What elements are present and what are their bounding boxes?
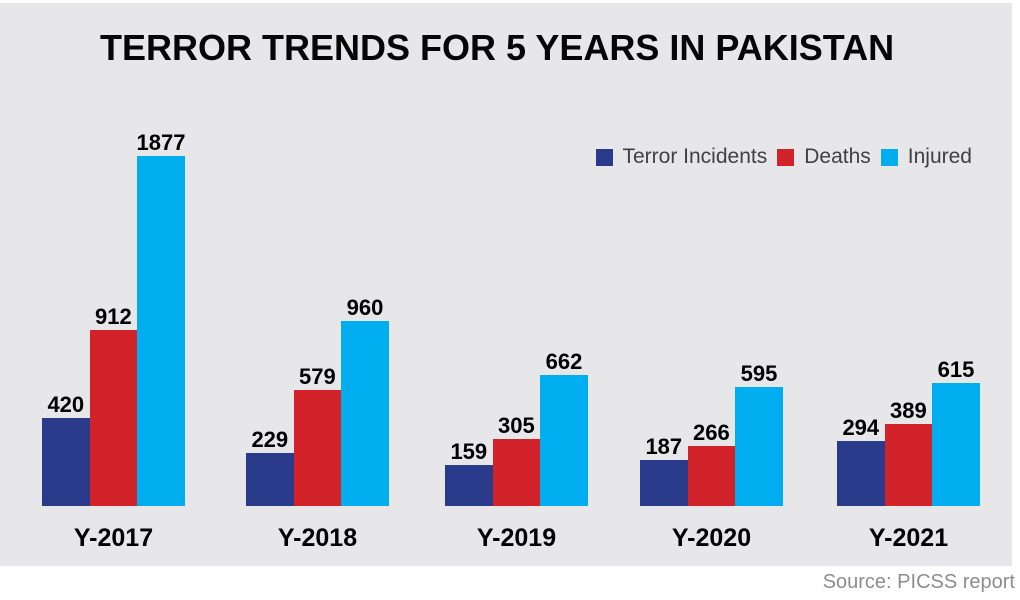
bar-terror-incidents: 420: [42, 392, 90, 506]
bar-deaths: 912: [89, 304, 138, 506]
bar-value-label: 960: [346, 295, 384, 320]
plot-area: 420 912 1877 Y-2017 229 579 960 Y-2018 159 305 662…: [0, 3, 1012, 566]
bar-terror-incidents: 187: [640, 434, 688, 506]
bar-value-label: 305: [498, 413, 535, 438]
bar-group-y-2021: 294 389 615: [837, 357, 980, 506]
bar-value-label: 294: [842, 415, 880, 440]
bar-deaths: 266: [687, 420, 736, 506]
bar-value-label: 912: [95, 304, 132, 329]
bar-value-label: 266: [693, 420, 730, 445]
chart-panel: TERROR TRENDS FOR 5 YEARS IN PAKISTAN Te…: [0, 3, 1012, 566]
bar-value-label: 1877: [136, 130, 186, 155]
legend-item-injured: Injured: [880, 145, 972, 169]
bar-value-label: 159: [450, 439, 488, 464]
legend-item-deaths: Deaths: [777, 145, 871, 169]
legend-label-injured: Injured: [907, 145, 972, 168]
bar-deaths: 389: [884, 398, 933, 506]
legend-swatch-injured: [880, 148, 898, 166]
bar-injured: 662: [540, 349, 588, 506]
bar-terror-incidents: 159: [445, 439, 493, 506]
bar-group-y-2020: 187 266 595: [640, 361, 783, 506]
legend-label-deaths: Deaths: [804, 145, 871, 168]
category-label-y-2021: Y-2021: [868, 524, 949, 552]
legend-label-terror-incidents: Terror Incidents: [622, 145, 768, 168]
bar-group-y-2019: 159 305 662: [445, 349, 588, 506]
legend-swatch-terror-incidents: [595, 148, 613, 166]
bar-injured: 615: [932, 357, 980, 506]
bar-terror-incidents: 229: [246, 427, 294, 506]
bar-group-y-2018: 229 579 960: [246, 295, 389, 506]
bar-value-label: 229: [251, 427, 289, 452]
legend: Terror Incidents Deaths Injured: [595, 145, 972, 169]
bar-value-label: 615: [937, 357, 975, 382]
category-label-y-2017: Y-2017: [73, 524, 154, 552]
bar-group-y-2017: 420 912 1877: [42, 130, 185, 506]
category-label-y-2018: Y-2018: [277, 524, 358, 552]
bar-value-label: 595: [740, 361, 778, 386]
bar-injured: 960: [341, 295, 389, 506]
source-attribution: Source: PICSS report: [822, 571, 1015, 593]
bar-deaths: 579: [293, 364, 342, 506]
bar-injured: 1877: [137, 130, 185, 506]
bar-value-label: 662: [545, 349, 583, 374]
chart-title: TERROR TRENDS FOR 5 YEARS IN PAKISTAN: [100, 27, 895, 68]
legend-swatch-deaths: [777, 148, 795, 166]
bar-value-label: 579: [299, 364, 336, 389]
category-label-y-2020: Y-2020: [671, 524, 752, 552]
bar-value-label: 420: [47, 392, 85, 417]
bar-value-label: 187: [645, 434, 683, 459]
category-label-y-2019: Y-2019: [476, 524, 557, 552]
bar-deaths: 305: [492, 413, 541, 506]
bar-injured: 595: [735, 361, 783, 506]
legend-item-terror-incidents: Terror Incidents: [595, 145, 768, 169]
bar-terror-incidents: 294: [837, 415, 885, 506]
bar-value-label: 389: [890, 398, 927, 423]
